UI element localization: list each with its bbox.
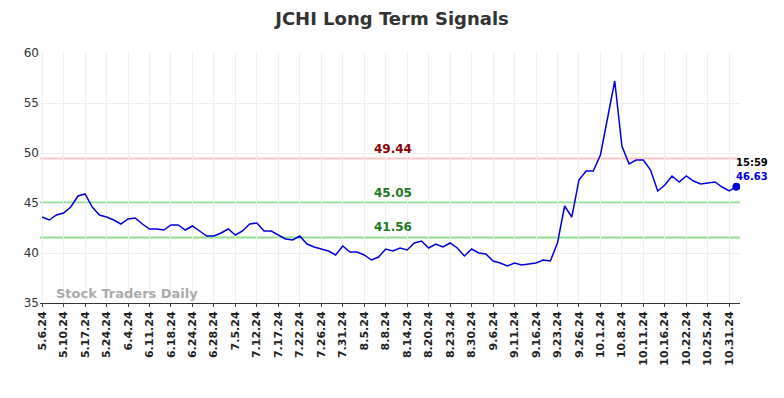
- svg-text:8.5.24: 8.5.24: [358, 311, 371, 350]
- svg-text:7.31.24: 7.31.24: [336, 311, 349, 358]
- svg-text:8.30.24: 8.30.24: [465, 311, 478, 358]
- svg-text:60: 60: [24, 46, 39, 60]
- svg-text:Stock Traders Daily: Stock Traders Daily: [56, 286, 198, 301]
- svg-text:8.20.24: 8.20.24: [422, 311, 435, 358]
- svg-text:10.25.24: 10.25.24: [701, 311, 714, 366]
- svg-text:45.05: 45.05: [374, 186, 412, 200]
- svg-text:5.24.24: 5.24.24: [100, 311, 113, 358]
- svg-text:10.22.24: 10.22.24: [680, 311, 693, 366]
- svg-text:9.6.24: 9.6.24: [487, 311, 500, 350]
- svg-text:55: 55: [24, 96, 39, 110]
- svg-text:8.8.24: 8.8.24: [379, 311, 392, 350]
- svg-text:7.17.24: 7.17.24: [272, 311, 285, 358]
- svg-text:7.22.24: 7.22.24: [293, 311, 306, 358]
- svg-text:41.56: 41.56: [374, 220, 412, 234]
- svg-text:46.63: 46.63: [736, 171, 768, 182]
- svg-text:9.11.24: 9.11.24: [508, 311, 521, 358]
- svg-text:7.26.24: 7.26.24: [315, 311, 328, 358]
- svg-text:6.18.24: 6.18.24: [165, 311, 178, 358]
- svg-text:45: 45: [24, 196, 39, 210]
- svg-text:50: 50: [24, 146, 39, 160]
- svg-text:9.26.24: 9.26.24: [573, 311, 586, 358]
- svg-text:7.5.24: 7.5.24: [229, 311, 242, 350]
- svg-text:JCHI Long Term Signals: JCHI Long Term Signals: [273, 8, 509, 29]
- svg-text:15:59: 15:59: [736, 157, 768, 168]
- svg-text:9.23.24: 9.23.24: [551, 311, 564, 358]
- svg-text:5.17.24: 5.17.24: [79, 311, 92, 358]
- svg-text:5.10.24: 5.10.24: [57, 311, 70, 358]
- svg-text:7.12.24: 7.12.24: [250, 311, 263, 358]
- svg-text:10.16.24: 10.16.24: [658, 311, 671, 366]
- svg-text:35: 35: [24, 296, 39, 310]
- svg-text:8.14.24: 8.14.24: [401, 311, 414, 358]
- svg-text:6.11.24: 6.11.24: [143, 311, 156, 358]
- svg-text:5.6.24: 5.6.24: [36, 311, 49, 350]
- svg-text:8.23.24: 8.23.24: [444, 311, 457, 358]
- svg-text:10.8.24: 10.8.24: [615, 311, 628, 358]
- svg-text:40: 40: [24, 246, 39, 260]
- svg-text:10.11.24: 10.11.24: [637, 311, 650, 366]
- svg-text:6.4.24: 6.4.24: [122, 311, 135, 350]
- svg-text:6.28.24: 6.28.24: [208, 311, 221, 358]
- svg-text:6.24.24: 6.24.24: [186, 311, 199, 358]
- svg-text:49.44: 49.44: [374, 142, 412, 156]
- svg-text:10.31.24: 10.31.24: [723, 311, 736, 366]
- svg-text:9.16.24: 9.16.24: [530, 311, 543, 358]
- svg-text:10.1.24: 10.1.24: [594, 311, 607, 358]
